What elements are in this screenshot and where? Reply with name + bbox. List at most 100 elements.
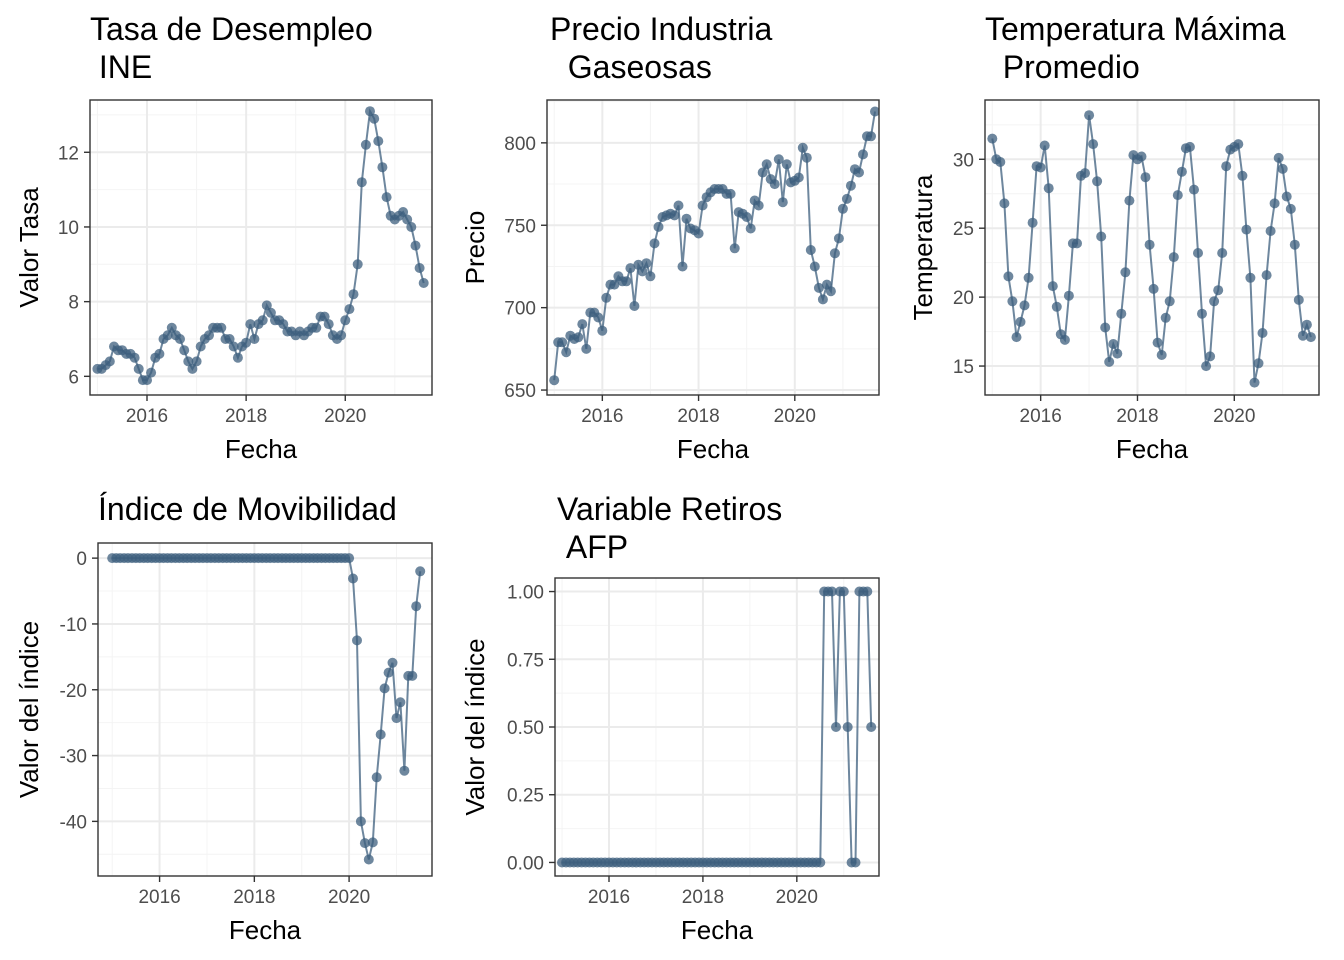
chart-panel-max-temperature: 2016 2018 2020 15 20 25 30 Fecha Temperatura Temp… [908,11,1320,464]
chart-panel-afp-withdrawals: 2016 2018 2020 0.00 0.25 0.50 0.75 1.00 Fecha Val… [460,491,880,945]
data-point [1237,170,1248,181]
data-point [753,200,764,211]
chart-title-line: Tasa de Desempleo [90,11,373,47]
data-point [809,261,820,272]
data-point [866,131,876,142]
data-point [352,635,362,646]
data-point [841,193,852,204]
data-point [1176,166,1187,177]
data-point [191,356,202,367]
x-axis-title: Fecha [1116,434,1189,464]
data-point [769,179,780,190]
gridlines [98,543,432,876]
data-point [369,113,380,124]
x-axis-title: Fecha [229,915,302,945]
chart-title: Precio Industria Gaseosas [550,11,773,85]
data-point [311,322,322,333]
chart-title: Temperatura Máxima Promedio [985,11,1286,85]
data-point [179,345,190,356]
data-point [1289,239,1300,250]
data-point [557,337,568,348]
data-point [827,586,837,597]
data-point [862,586,873,597]
data-point [1015,316,1026,327]
data-point [1197,308,1207,319]
data-point [757,167,768,178]
data-point [367,837,378,848]
y-tick-label: -10 [60,615,87,636]
data-point [323,319,334,330]
data-point [1112,348,1123,359]
panel-border [984,99,1320,396]
y-tick-label: 15 [953,357,974,378]
x-tick-label: 2020 [774,406,816,427]
data-point [410,240,421,251]
data-point [399,765,410,776]
data-point [1007,296,1018,307]
data-point [344,304,355,315]
panel-border [546,99,880,396]
data-point [129,352,140,363]
data-point [365,106,375,117]
data-point [842,722,853,732]
data-point [187,363,198,374]
data-point [573,332,584,343]
data-point [371,772,382,783]
data-point [777,197,788,208]
data-point [375,729,386,740]
data-point [1305,332,1316,343]
x-tick-label: 2018 [677,406,719,427]
data-point [1096,231,1107,242]
data-point [837,203,848,214]
data-point [265,307,276,318]
x-tick-label: 2016 [581,406,623,427]
series [92,106,429,386]
chart-title-line: Índice de Movibilidad [98,491,397,527]
data-point [1156,350,1167,360]
data-point [829,248,840,259]
data-point [645,271,656,282]
data-point [257,315,268,326]
data-point [1281,191,1292,202]
data-point [414,263,425,273]
data-point [261,300,272,311]
data-point [1108,339,1119,349]
data-point [745,223,756,234]
x-axis-title: Fecha [677,434,750,464]
data-point [1120,267,1131,278]
data-point [1035,162,1046,173]
data-point [1148,283,1159,294]
data-point [1293,294,1304,305]
data-point [649,238,660,249]
y-tick-label: 6 [68,367,79,388]
data-point [741,212,752,222]
data-point [133,363,144,374]
data-point [224,334,235,344]
chart-title-line: Precio Industria [550,11,773,47]
data-point [1201,361,1212,372]
data-point [1104,356,1115,367]
data-point [373,136,384,147]
data-point [593,312,604,323]
data-point [1285,203,1296,214]
data-point [813,282,824,293]
y-axis-title: Valor del índice [460,638,490,815]
y-tick-label: 0 [76,549,87,570]
data-point [391,713,402,724]
x-tick-label: 2020 [776,887,818,908]
data-point [817,294,828,305]
data-point [1301,319,1312,330]
data-point [1168,252,1179,263]
data-point [601,292,612,303]
data-point [278,319,289,330]
data-point [1084,110,1095,121]
data-point [1051,301,1062,312]
data-point [348,573,358,584]
y-tick-label: 30 [953,150,974,171]
data-point [407,670,418,681]
data-point [1172,190,1183,201]
data-point [773,154,784,165]
data-point [725,188,736,199]
data-point [561,347,572,358]
data-point [104,356,115,367]
